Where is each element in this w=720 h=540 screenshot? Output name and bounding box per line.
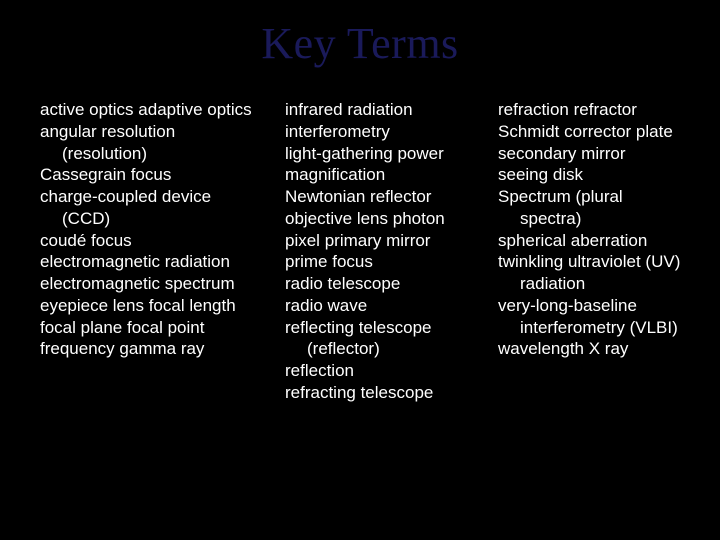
- term-item: (resolution): [40, 143, 265, 165]
- term-item: secondary mirror: [498, 144, 626, 163]
- slide-title: Key Terms: [40, 18, 680, 69]
- term-item: wavelength: [498, 339, 584, 358]
- term-item: Spectrum (plural: [498, 187, 623, 206]
- term-item: eyepiece lens: [40, 296, 144, 315]
- term-item: reflecting telescope: [285, 318, 431, 337]
- term-item: twinkling: [498, 252, 563, 271]
- term-item: radiation: [498, 273, 708, 295]
- term-item: refracting telescope: [285, 383, 433, 402]
- term-item: (CCD): [40, 208, 265, 230]
- column-2: infrared radiation interferometry light-…: [285, 99, 478, 404]
- term-item: radio telescope: [285, 274, 400, 293]
- term-item: spherical aberration: [498, 231, 647, 250]
- term-item: electromagnetic spectrum: [40, 274, 235, 293]
- term-item: gamma ray: [119, 339, 204, 358]
- term-item: (reflector): [285, 338, 478, 360]
- term-item: radio wave: [285, 296, 367, 315]
- term-item: seeing disk: [498, 165, 583, 184]
- term-item: angular resolution: [40, 122, 175, 141]
- term-item: coudé focus: [40, 231, 132, 250]
- term-item: active optics: [40, 100, 134, 119]
- term-item: magnification: [285, 165, 385, 184]
- slide: Key Terms active optics adaptive optics …: [0, 0, 720, 540]
- term-item: very-long-baseline: [498, 296, 637, 315]
- term-item: primary mirror: [325, 231, 431, 250]
- term-item: charge-coupled device: [40, 187, 211, 206]
- term-item: prime focus: [285, 252, 373, 271]
- term-item: focal point: [127, 318, 205, 337]
- term-item: infrared radiation: [285, 100, 413, 119]
- term-item: focal plane: [40, 318, 122, 337]
- term-item: ultraviolet (UV): [568, 252, 680, 271]
- term-item: pixel: [285, 231, 320, 250]
- term-item: interferometry (VLBI): [498, 317, 708, 339]
- column-3: refraction refractor Schmidt corrector p…: [498, 99, 708, 404]
- term-item: adaptive optics: [138, 100, 251, 119]
- term-item: objective lens: [285, 209, 388, 228]
- term-item: refraction: [498, 100, 569, 119]
- term-item: X ray: [589, 339, 629, 358]
- term-item: frequency: [40, 339, 115, 358]
- column-1: active optics adaptive optics angular re…: [40, 99, 265, 404]
- terms-columns: active optics adaptive optics angular re…: [40, 99, 680, 404]
- term-item: refractor: [574, 100, 637, 119]
- term-item: focal length: [149, 296, 236, 315]
- term-item: electromagnetic radiation: [40, 252, 230, 271]
- term-item: interferometry: [285, 122, 390, 141]
- term-item: Newtonian reflector: [285, 187, 431, 206]
- term-item: spectra): [498, 208, 708, 230]
- term-item: photon: [393, 209, 445, 228]
- term-item: Schmidt corrector plate: [498, 122, 673, 141]
- term-item: reflection: [285, 361, 354, 380]
- term-item: light-gathering power: [285, 144, 444, 163]
- term-item: Cassegrain focus: [40, 165, 171, 184]
